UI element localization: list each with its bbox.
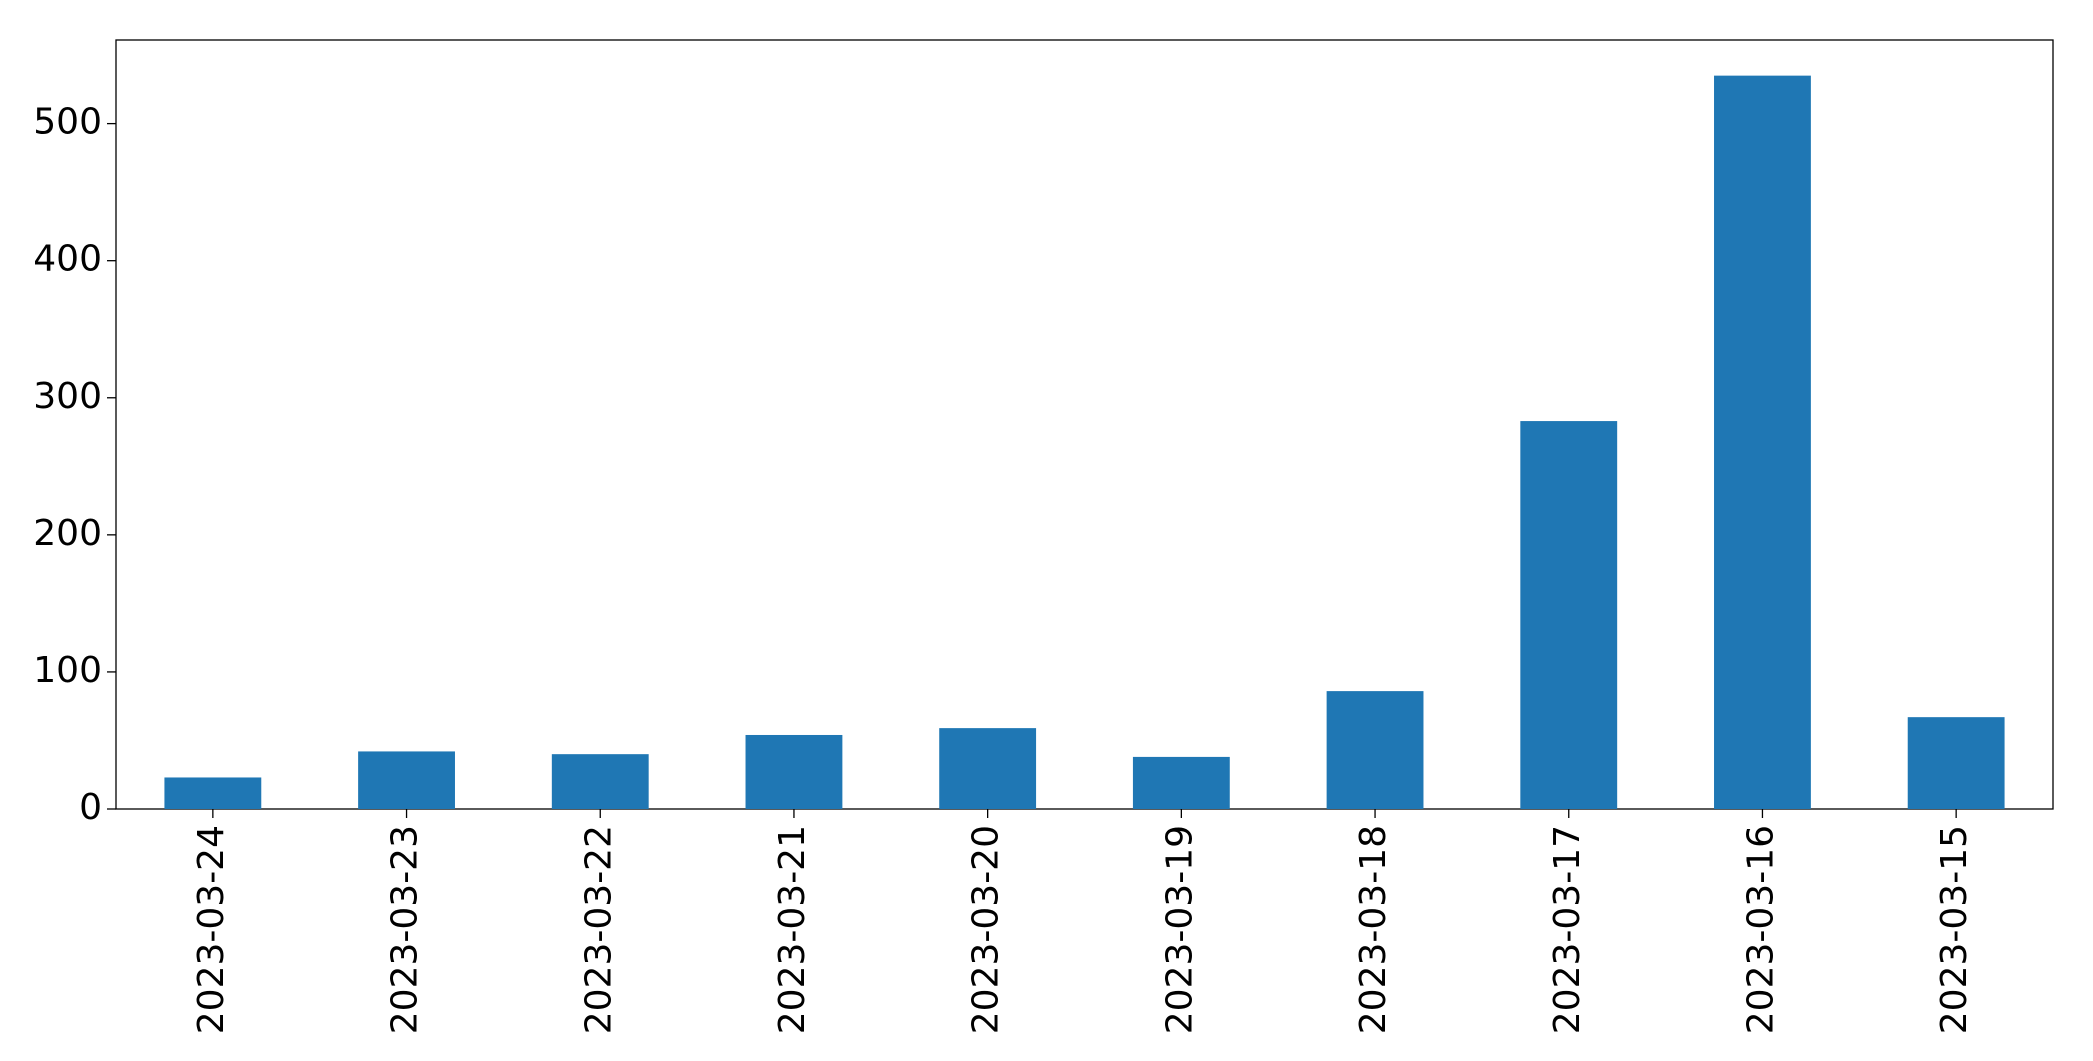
y-tick-label: 200 — [33, 513, 102, 554]
bar — [939, 728, 1037, 809]
x-tick-label: 2023-03-19 — [1159, 825, 1200, 1034]
x-tick-label: 2023-03-23 — [385, 825, 426, 1034]
x-tick-label: 2023-03-22 — [578, 825, 619, 1034]
x-tick-label: 2023-03-21 — [772, 825, 813, 1034]
bar — [1326, 691, 1424, 809]
bar — [1520, 421, 1618, 809]
y-tick-label: 0 — [79, 787, 102, 828]
bar — [164, 777, 262, 809]
y-tick-label: 300 — [33, 376, 102, 417]
bar — [551, 754, 649, 809]
y-tick-label: 500 — [33, 102, 102, 143]
x-tick-label: 2023-03-15 — [1934, 825, 1975, 1034]
y-tick-label: 400 — [33, 239, 102, 280]
x-tick-label: 2023-03-18 — [1353, 825, 1394, 1034]
bar — [1132, 756, 1230, 809]
x-tick-label: 2023-03-20 — [966, 825, 1007, 1034]
bar — [1714, 75, 1811, 809]
x-tick-label: 2023-03-16 — [1740, 825, 1781, 1034]
x-tick-label: 2023-03-24 — [191, 825, 232, 1034]
plot-frame — [115, 39, 2054, 810]
y-tick-label: 100 — [33, 650, 102, 691]
x-tick-label: 2023-03-17 — [1547, 825, 1588, 1034]
bar — [358, 751, 455, 809]
bar — [1907, 717, 2005, 809]
bar — [745, 734, 843, 809]
